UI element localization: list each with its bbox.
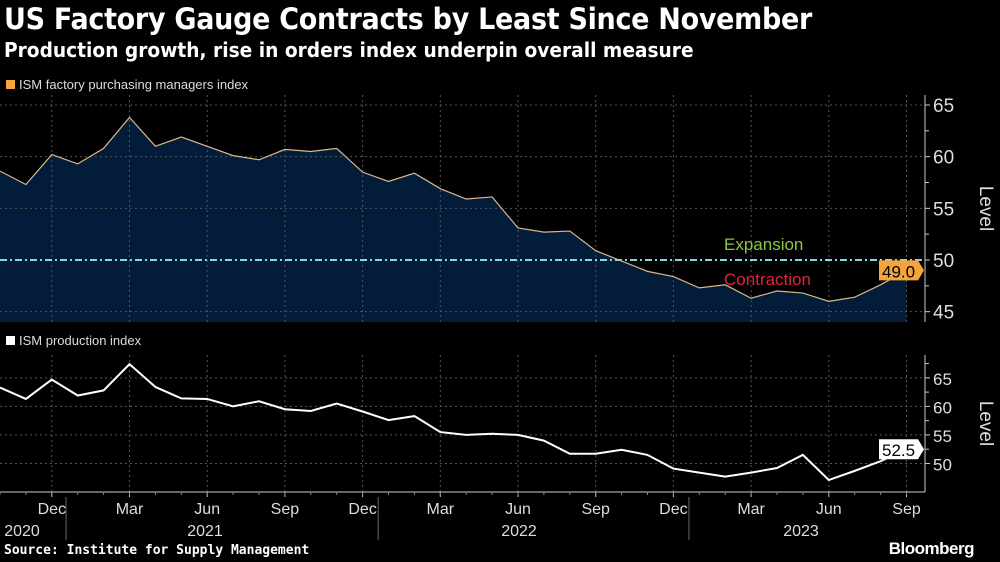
x-year-label: 2021 [187,523,223,540]
series-line [0,362,907,482]
x-year-label: 2020 [4,523,40,540]
x-year-label: 2023 [783,523,819,540]
chart-subtitle: Production growth, rise in orders index … [4,38,694,62]
y-tick-label: 45 [933,303,954,324]
x-tick-label: Mar [116,501,144,518]
y-tick-label: 55 [933,199,954,220]
legend-label: ISM production index [19,333,142,348]
x-tick-label: Dec [38,501,66,518]
y-tick-label: 50 [933,251,954,272]
contraction-label: Contraction [724,270,811,289]
brand-logo: Bloomberg [888,539,975,558]
area-fill [0,117,907,322]
y-tick-label: 60 [933,148,954,169]
x-tick-label: Sep [581,501,610,518]
x-year-label: 2022 [501,523,537,540]
x-tick-label: Mar [737,501,765,518]
y-axis-title: Level [975,401,996,446]
legend-production: ISM production index [6,333,141,348]
y-tick-label: 65 [933,96,954,117]
x-tick-label: Dec [659,501,687,518]
legend-swatch [6,80,15,89]
x-tick-label: Dec [348,501,376,518]
x-tick-label: Mar [427,501,455,518]
y-tick-label: 60 [933,398,952,417]
y-tick-label: 50 [933,455,952,474]
source-note: Source: Institute for Supply Management [4,543,310,558]
y-axis-title: Level [975,186,996,231]
y-tick-label: 65 [933,370,952,389]
series-line [0,116,907,302]
last-value-marker [879,260,924,281]
legend-pmi: ISM factory purchasing managers index [6,77,248,92]
last-value-label: 49.0 [882,262,915,281]
x-tick-label: Sep [271,501,300,518]
x-tick-label: Jun [816,501,842,518]
legend-swatch [6,336,15,345]
x-tick-label: Jun [194,501,220,518]
chart-title: US Factory Gauge Contracts by Least Sinc… [4,2,813,36]
x-tick-label: Jun [505,501,531,518]
y-tick-label: 55 [933,427,952,446]
last-value-label: 52.5 [882,441,915,460]
legend-label: ISM factory purchasing managers index [19,77,249,92]
expansion-label: Expansion [724,235,803,254]
last-value-marker [879,439,924,460]
x-tick-label: Sep [892,501,921,518]
